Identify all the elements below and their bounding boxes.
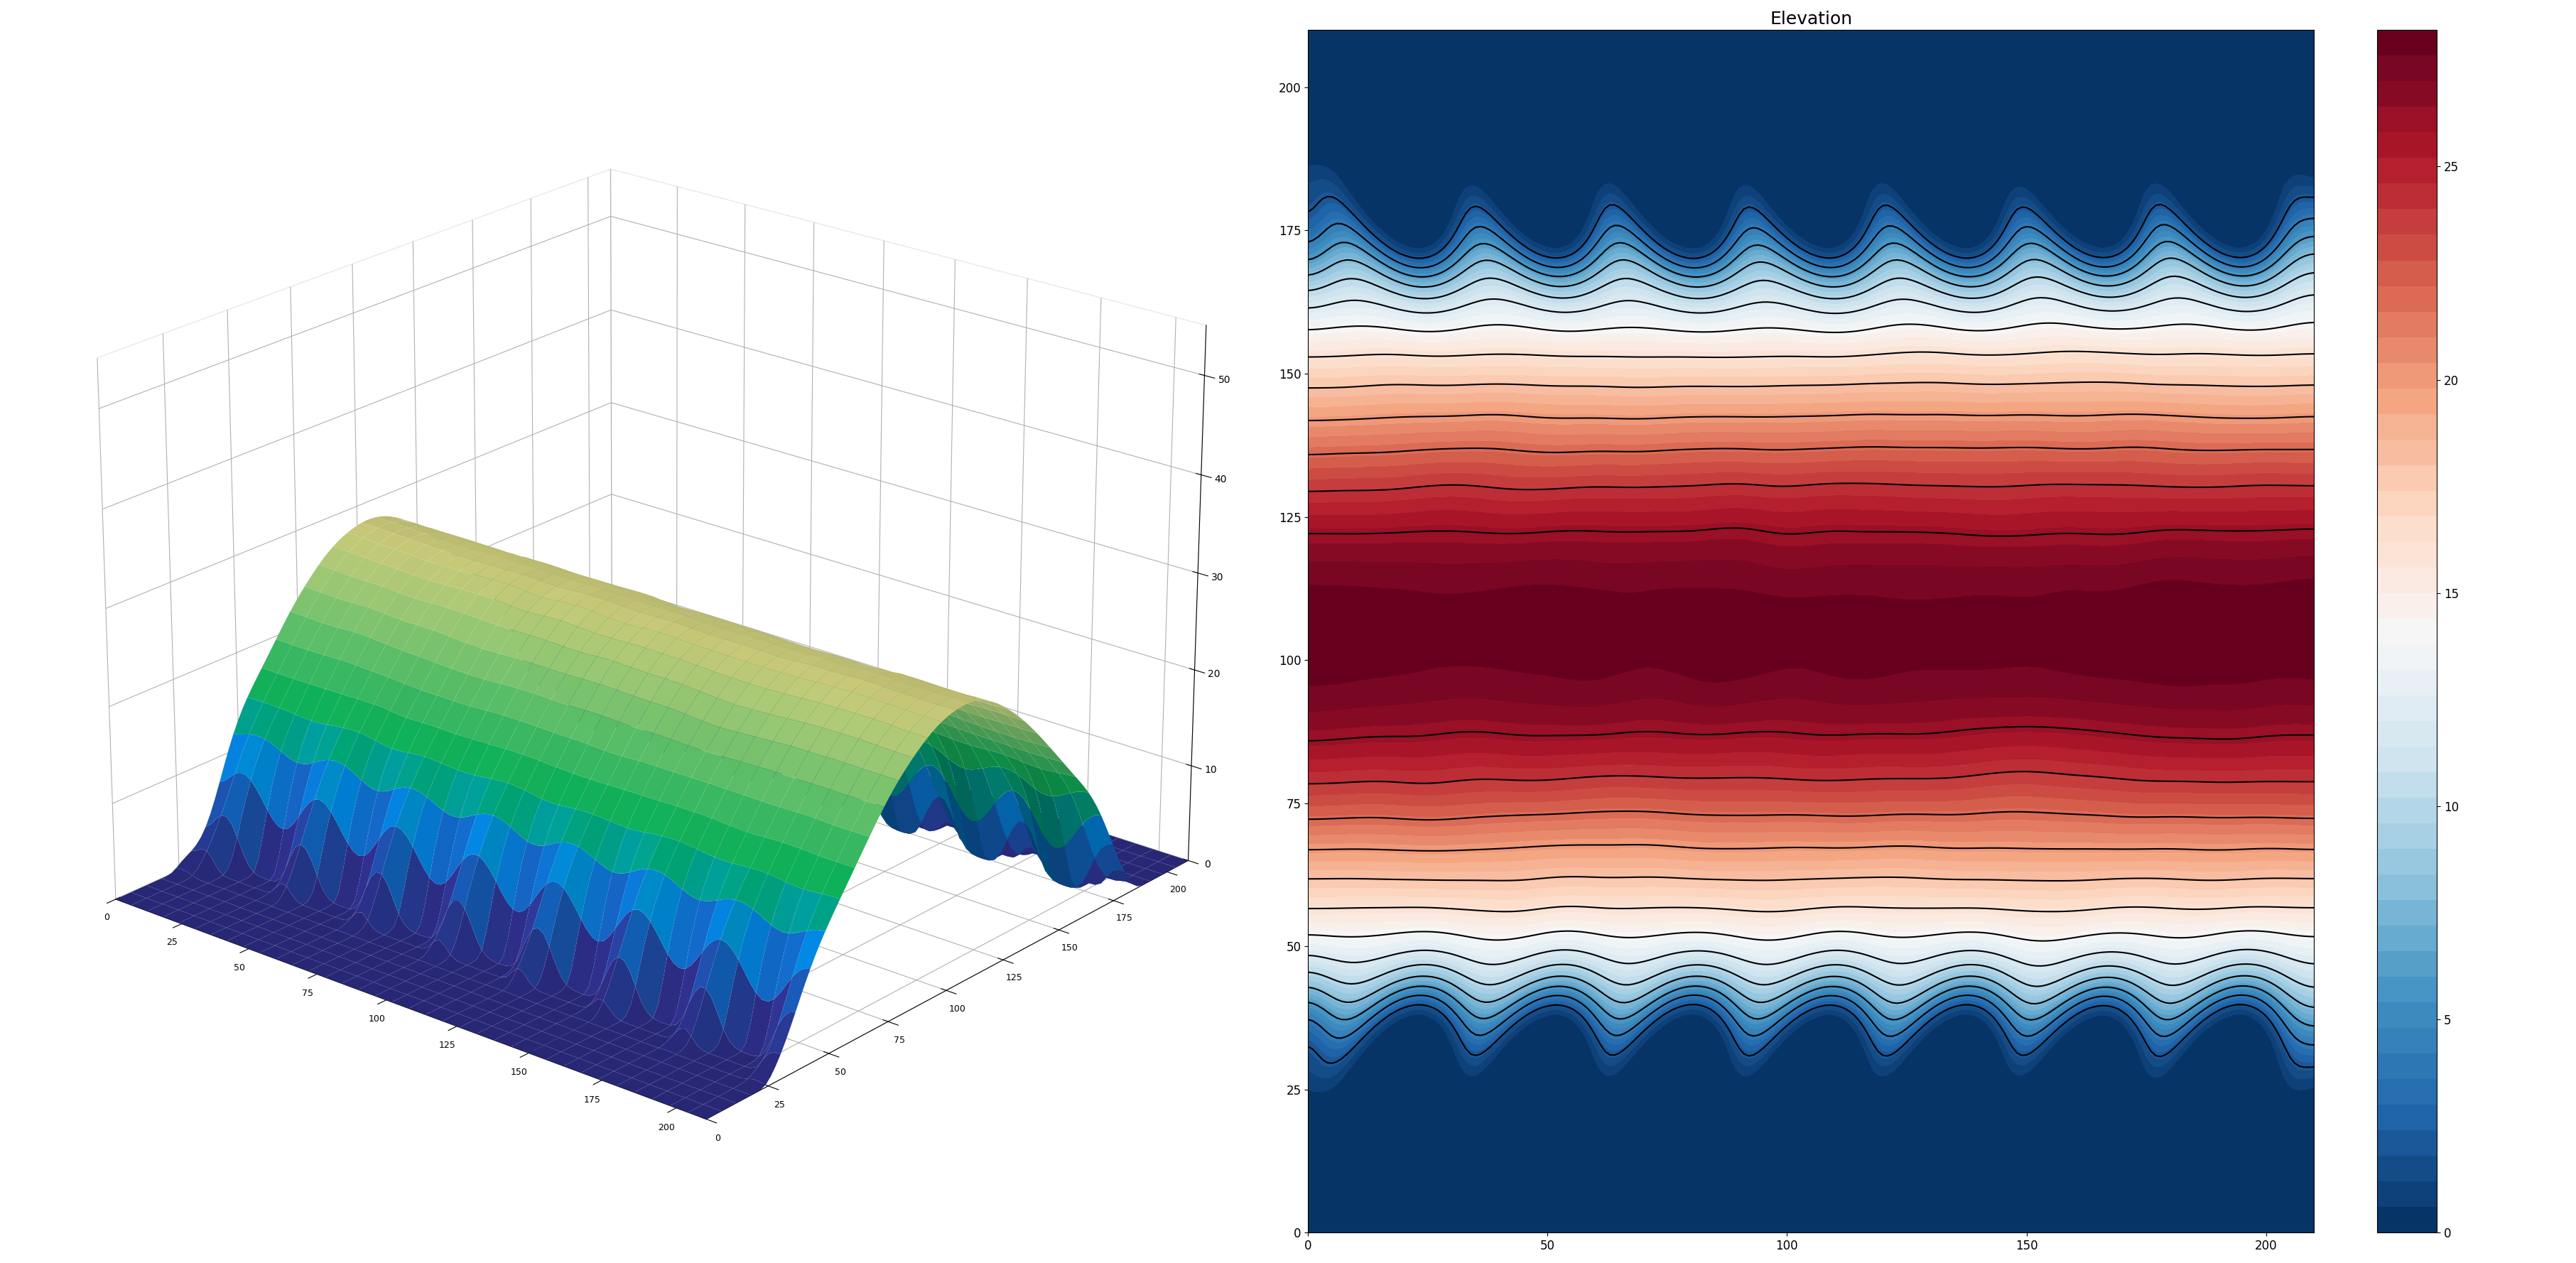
Title: Elevation: Elevation [1770,10,1852,28]
